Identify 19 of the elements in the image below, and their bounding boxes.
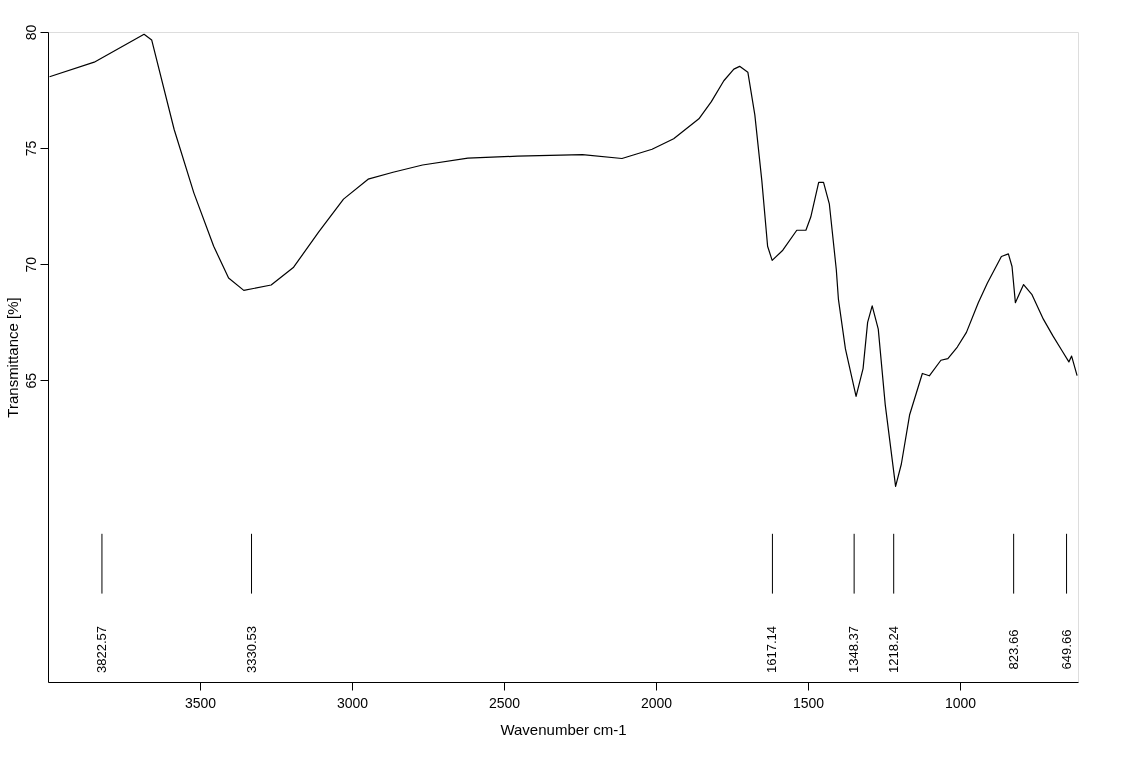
x-tick-label: 3000 [336, 694, 369, 711]
x-tick-label: 1500 [792, 694, 825, 711]
ref-line-label: 3330.53 [243, 626, 259, 673]
y-tick-label: 65 [22, 372, 39, 389]
x-tick-label: 2000 [640, 694, 673, 711]
ref-line-label: 823.66 [1005, 629, 1021, 670]
y-tick-label: 70 [22, 256, 39, 273]
ref-line-label: 649.66 [1058, 629, 1074, 670]
y-axis-title: Transmittance [%] [3, 297, 21, 418]
y-tick-label: 75 [22, 140, 39, 157]
x-axis-title: Wavenumber cm-1 [500, 720, 627, 738]
ref-line-label: 1617.14 [764, 626, 780, 673]
y-tick-label: 80 [22, 24, 39, 41]
ref-line-label: 1218.24 [885, 626, 901, 673]
x-tick-label: 3500 [184, 694, 217, 711]
x-tick-label: 2500 [488, 694, 521, 711]
x-tick-label: 1000 [944, 694, 977, 711]
ref-line-label: 1348.37 [846, 626, 862, 673]
ref-line-label: 3822.57 [93, 626, 109, 673]
